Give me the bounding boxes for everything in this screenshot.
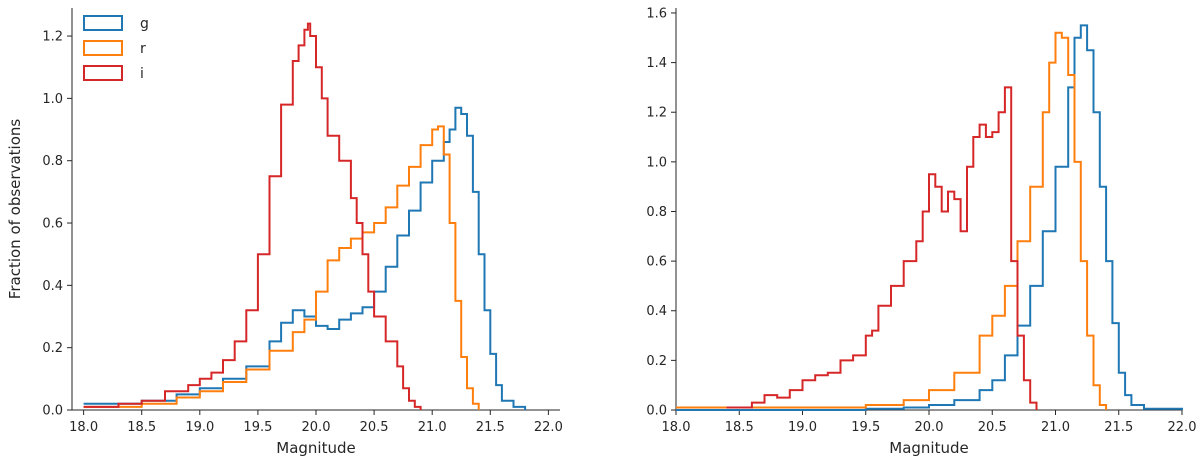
x-axis-label: Magnitude [889, 439, 968, 457]
x-tick-label: 21.5 [1104, 420, 1133, 435]
x-tick-label: 18.0 [69, 420, 98, 435]
y-tick-label: 0.6 [646, 255, 667, 270]
y-tick-label: 0.4 [42, 279, 63, 294]
y-tick-label: 1.0 [42, 92, 63, 107]
y-tick-label: 0.8 [42, 154, 63, 169]
legend-swatch-g [83, 15, 123, 31]
y-tick-label: 0.0 [646, 404, 667, 419]
x-tick-label: 20.0 [915, 420, 944, 435]
y-tick-label: 0.0 [42, 404, 63, 419]
x-tick-label: 19.0 [788, 420, 817, 435]
series-g-line [676, 24, 1183, 411]
y-tick-label: 0.2 [646, 354, 667, 369]
y-tick-label: 1.6 [646, 6, 667, 21]
legend-label-r: r [140, 41, 146, 57]
right-panel: 18.0 18.5 19.0 19.5 20.0 20.5 21.0 21.5 22.0 0.0 0… [646, 6, 1196, 457]
y-tick-label: 0.4 [646, 304, 667, 319]
x-tick-label: 22.0 [534, 420, 563, 435]
x-tick-label: 18.5 [127, 420, 156, 435]
y-tick-label: 1.4 [646, 56, 667, 71]
x-tick-label: 22.0 [1168, 420, 1197, 435]
y-tick-label: 0.8 [646, 205, 667, 220]
y-tick-label: 1.0 [646, 155, 667, 170]
y-tick-label: 1.2 [42, 30, 63, 45]
legend-label-i: i [140, 66, 144, 82]
x-tick-label: 19.5 [851, 420, 880, 435]
x-tick-label: 21.0 [1041, 420, 1070, 435]
legend-label-g: g [140, 16, 149, 32]
legend-swatch-i [83, 65, 123, 81]
y-tick-label: 0.6 [42, 217, 63, 232]
x-tick-label: 20.0 [302, 420, 331, 435]
series-g-line [83, 106, 527, 410]
x-tick-label: 21.5 [476, 420, 505, 435]
left-panel: 18.0 18.5 19.0 19.5 20.0 20.5 21.0 21.5 22.0 0.0 0… [6, 8, 563, 457]
x-tick-label: 18.5 [725, 420, 754, 435]
x-tick-label: 21.0 [418, 420, 447, 435]
y-tick-label: 0.2 [42, 341, 63, 356]
series-r-line [83, 125, 480, 410]
y-axis-label: Fraction of observations [6, 119, 24, 300]
x-tick-label: 19.0 [185, 420, 214, 435]
x-tick-label: 19.5 [243, 420, 272, 435]
x-tick-label: 20.5 [360, 420, 389, 435]
x-axis-label: Magnitude [276, 439, 355, 457]
series-i-line [83, 22, 422, 410]
series-i-line [726, 86, 1038, 410]
series-r-line [676, 31, 1108, 410]
y-tick-label: 1.2 [646, 106, 667, 121]
legend-swatch-r [83, 40, 123, 56]
x-tick-label: 18.0 [662, 420, 691, 435]
x-tick-label: 20.5 [978, 420, 1007, 435]
